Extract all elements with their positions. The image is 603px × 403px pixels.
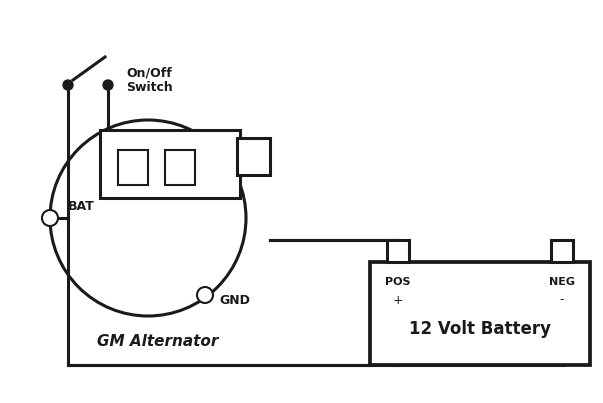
Text: GM Alternator: GM Alternator (97, 334, 219, 349)
Bar (551, 240, 573, 262)
Text: 1: 1 (106, 161, 115, 174)
Text: On/Off
Switch: On/Off Switch (126, 66, 172, 94)
Text: +: + (393, 293, 403, 307)
Text: R: R (129, 190, 137, 200)
Bar (165, 150, 195, 185)
Text: -: - (560, 293, 564, 307)
Bar (100, 130, 240, 198)
Text: NEG: NEG (549, 277, 575, 287)
Bar (387, 240, 409, 262)
Text: BAT: BAT (68, 199, 95, 212)
Bar (370, 262, 590, 365)
Text: POS: POS (385, 277, 411, 287)
Text: F: F (176, 190, 184, 200)
Text: 12 Volt Battery: 12 Volt Battery (409, 320, 551, 337)
Circle shape (63, 80, 73, 90)
Circle shape (103, 80, 113, 90)
Bar (237, 138, 270, 175)
Bar (118, 150, 148, 185)
Circle shape (42, 210, 58, 226)
Circle shape (197, 287, 213, 303)
Text: 2: 2 (226, 161, 235, 174)
Text: GND: GND (219, 295, 250, 307)
